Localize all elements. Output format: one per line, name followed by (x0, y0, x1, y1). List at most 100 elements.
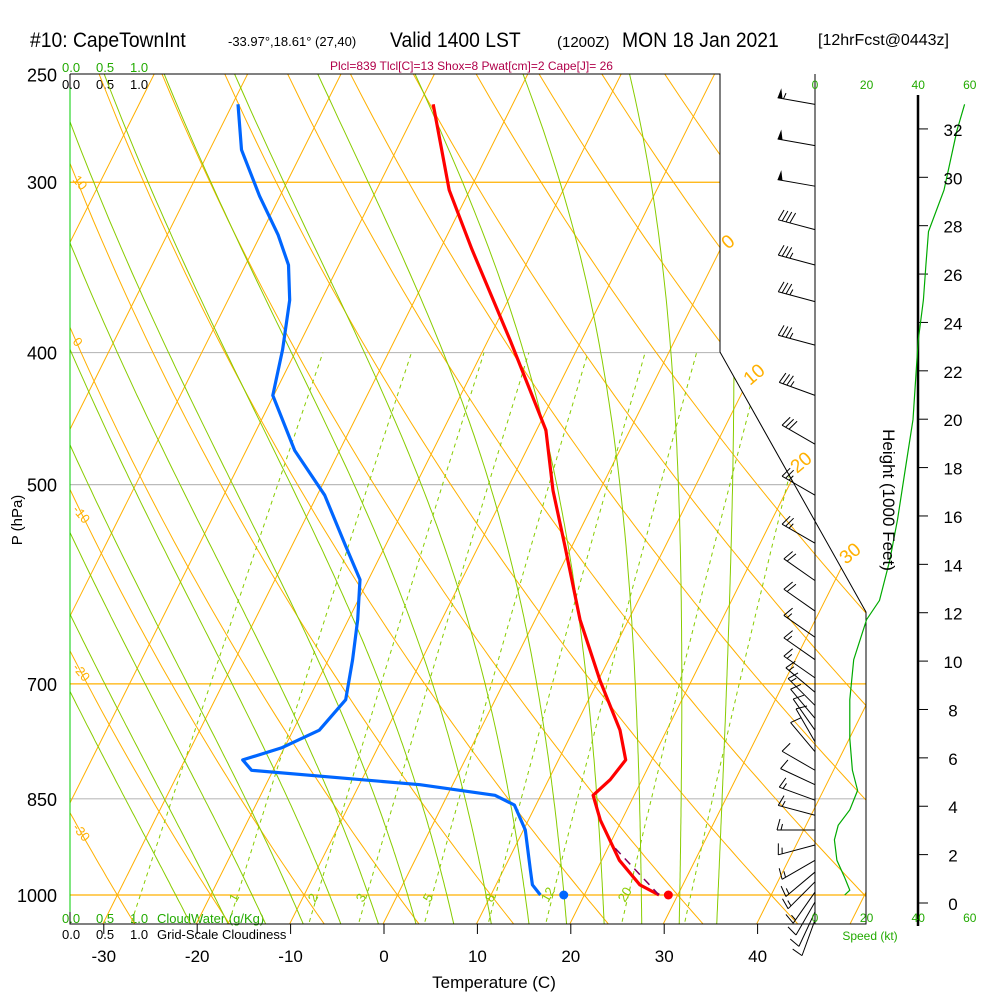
wind-barb-half-feather (788, 523, 794, 529)
dry-adiabat-line (109, 74, 709, 924)
moist-adiabat-line (259, 74, 568, 924)
wind-barb-half-feather (789, 289, 794, 296)
wind-barb-feather (778, 868, 783, 880)
isotherm-line (70, 74, 314, 924)
wind-barb-staff (779, 786, 816, 801)
surface-dewpoint-dot (559, 890, 569, 900)
wind-barb-pennant (777, 129, 783, 140)
mixing-ratio-label: 2 (305, 891, 322, 905)
wind-barb-staff (779, 381, 816, 396)
wind-barb (790, 717, 816, 753)
height-tick-label: 24 (944, 314, 963, 333)
wind-barb-feather (778, 372, 787, 383)
wind-barb-feather (781, 282, 789, 294)
wind-barb (782, 881, 816, 910)
mixing-ratio-label: 1 (226, 891, 243, 905)
cloudwater-tick-top: 0.0 (62, 60, 81, 75)
wind-barb-staff (781, 523, 816, 544)
dry-adiabat-line (286, 74, 866, 924)
height-tick-label: 14 (944, 556, 963, 575)
wind-barb (792, 694, 816, 731)
height-tick-label: 18 (944, 460, 963, 479)
mixing-ratio-line (486, 352, 646, 924)
speed-axis-title: Speed (kt) (842, 929, 897, 943)
utc-time: (1200Z) (557, 34, 610, 51)
wind-barb-staff (781, 475, 816, 496)
wind-barb (776, 818, 815, 831)
wind-barb-feather (783, 581, 793, 590)
wind-barb-staff (777, 138, 816, 147)
moist-adiabat-line (70, 74, 456, 924)
dry-adiabat-line (404, 74, 866, 924)
wind-barb-staff (781, 859, 816, 880)
wind-barb-staff (785, 871, 816, 897)
wind-barb-half-feather (783, 871, 787, 878)
wind-barb-staff (792, 891, 816, 924)
moist-adiabat-line (70, 74, 381, 924)
dry-adiabat-line (70, 74, 234, 924)
speed-tick-label-top: 40 (912, 78, 926, 92)
wind-barb-feather (777, 209, 785, 221)
height-tick-label: 2 (948, 847, 957, 866)
moist-adiabat-line (113, 74, 493, 924)
wind-barb-staff (798, 911, 816, 947)
wind-barb-feather (781, 742, 791, 752)
mixing-ratio-line (306, 352, 485, 924)
wind-barb-half-feather (788, 666, 795, 671)
wind-barb-feather (790, 684, 802, 690)
dry-adiabat-line (463, 74, 866, 924)
dry-adiabat-line (522, 74, 866, 924)
profiles (236, 88, 966, 957)
isotherm-label: 20 (787, 448, 817, 478)
wind-barb-staff (783, 615, 816, 638)
wind-barb-feather (786, 553, 797, 562)
wind-barb-feather (783, 630, 793, 639)
wind-barb-feather (778, 777, 787, 788)
wind-barb-feather (776, 818, 781, 831)
wind-barb-feather (785, 211, 793, 223)
wind-barb-half-feather (791, 914, 796, 921)
wind-barb (778, 777, 816, 801)
cloudwater-tick-top: 0.5 (96, 60, 115, 75)
mixing-ratio-label: 3 (353, 891, 370, 905)
temperature-tick-label: 30 (655, 947, 674, 966)
wind-barb-feather (781, 326, 789, 337)
isotherm-line (70, 74, 128, 924)
wind-barb-half-feather (786, 613, 793, 619)
dewpoint-line (236, 104, 542, 896)
wind-barb (783, 581, 816, 612)
wind-barb-feather (781, 416, 791, 426)
height-tick-label: 20 (944, 411, 963, 430)
wind-barb-staff (792, 698, 816, 731)
pressure-tick-label: 250 (27, 65, 57, 85)
moist-adiabat-line (179, 74, 531, 924)
isotherm-label: 30 (836, 539, 866, 569)
isotherm-label: 10 (740, 360, 770, 390)
dry-adiabat-line (70, 74, 424, 924)
pressure-tick-label: 500 (27, 476, 57, 496)
wind-barb-staff (783, 588, 816, 612)
mixing-ratio-line (128, 352, 324, 924)
wind-barb-feather (786, 375, 794, 386)
wind-barb-feather (785, 283, 793, 295)
cloudiness-tick-bottom: 0.5 (96, 927, 115, 942)
wind-barb-feather (782, 374, 791, 385)
mixing-ratio-line (543, 352, 698, 924)
wind-barb (777, 129, 816, 147)
temperature-line (431, 104, 660, 897)
dry-adiabat-line (168, 74, 804, 924)
height-axis-title: Height (1000 Feet) (879, 429, 898, 571)
speed-tick-label-bottom: 60 (963, 911, 977, 925)
wind-barb (777, 795, 816, 816)
isotherm-line (846, 74, 866, 924)
wind-barb-feather (790, 717, 802, 724)
wind-barb-feather (795, 705, 808, 710)
wind-barb-feather (785, 517, 795, 527)
dry-adiabat-line (70, 74, 329, 924)
wind-barb (783, 551, 816, 582)
wind-barb-staff (790, 722, 816, 753)
wind-barb-staff (778, 291, 816, 303)
dry-adiabat-line (227, 74, 866, 924)
wind-barb-feather (789, 212, 797, 224)
wind-barb-half-feather (790, 381, 795, 387)
